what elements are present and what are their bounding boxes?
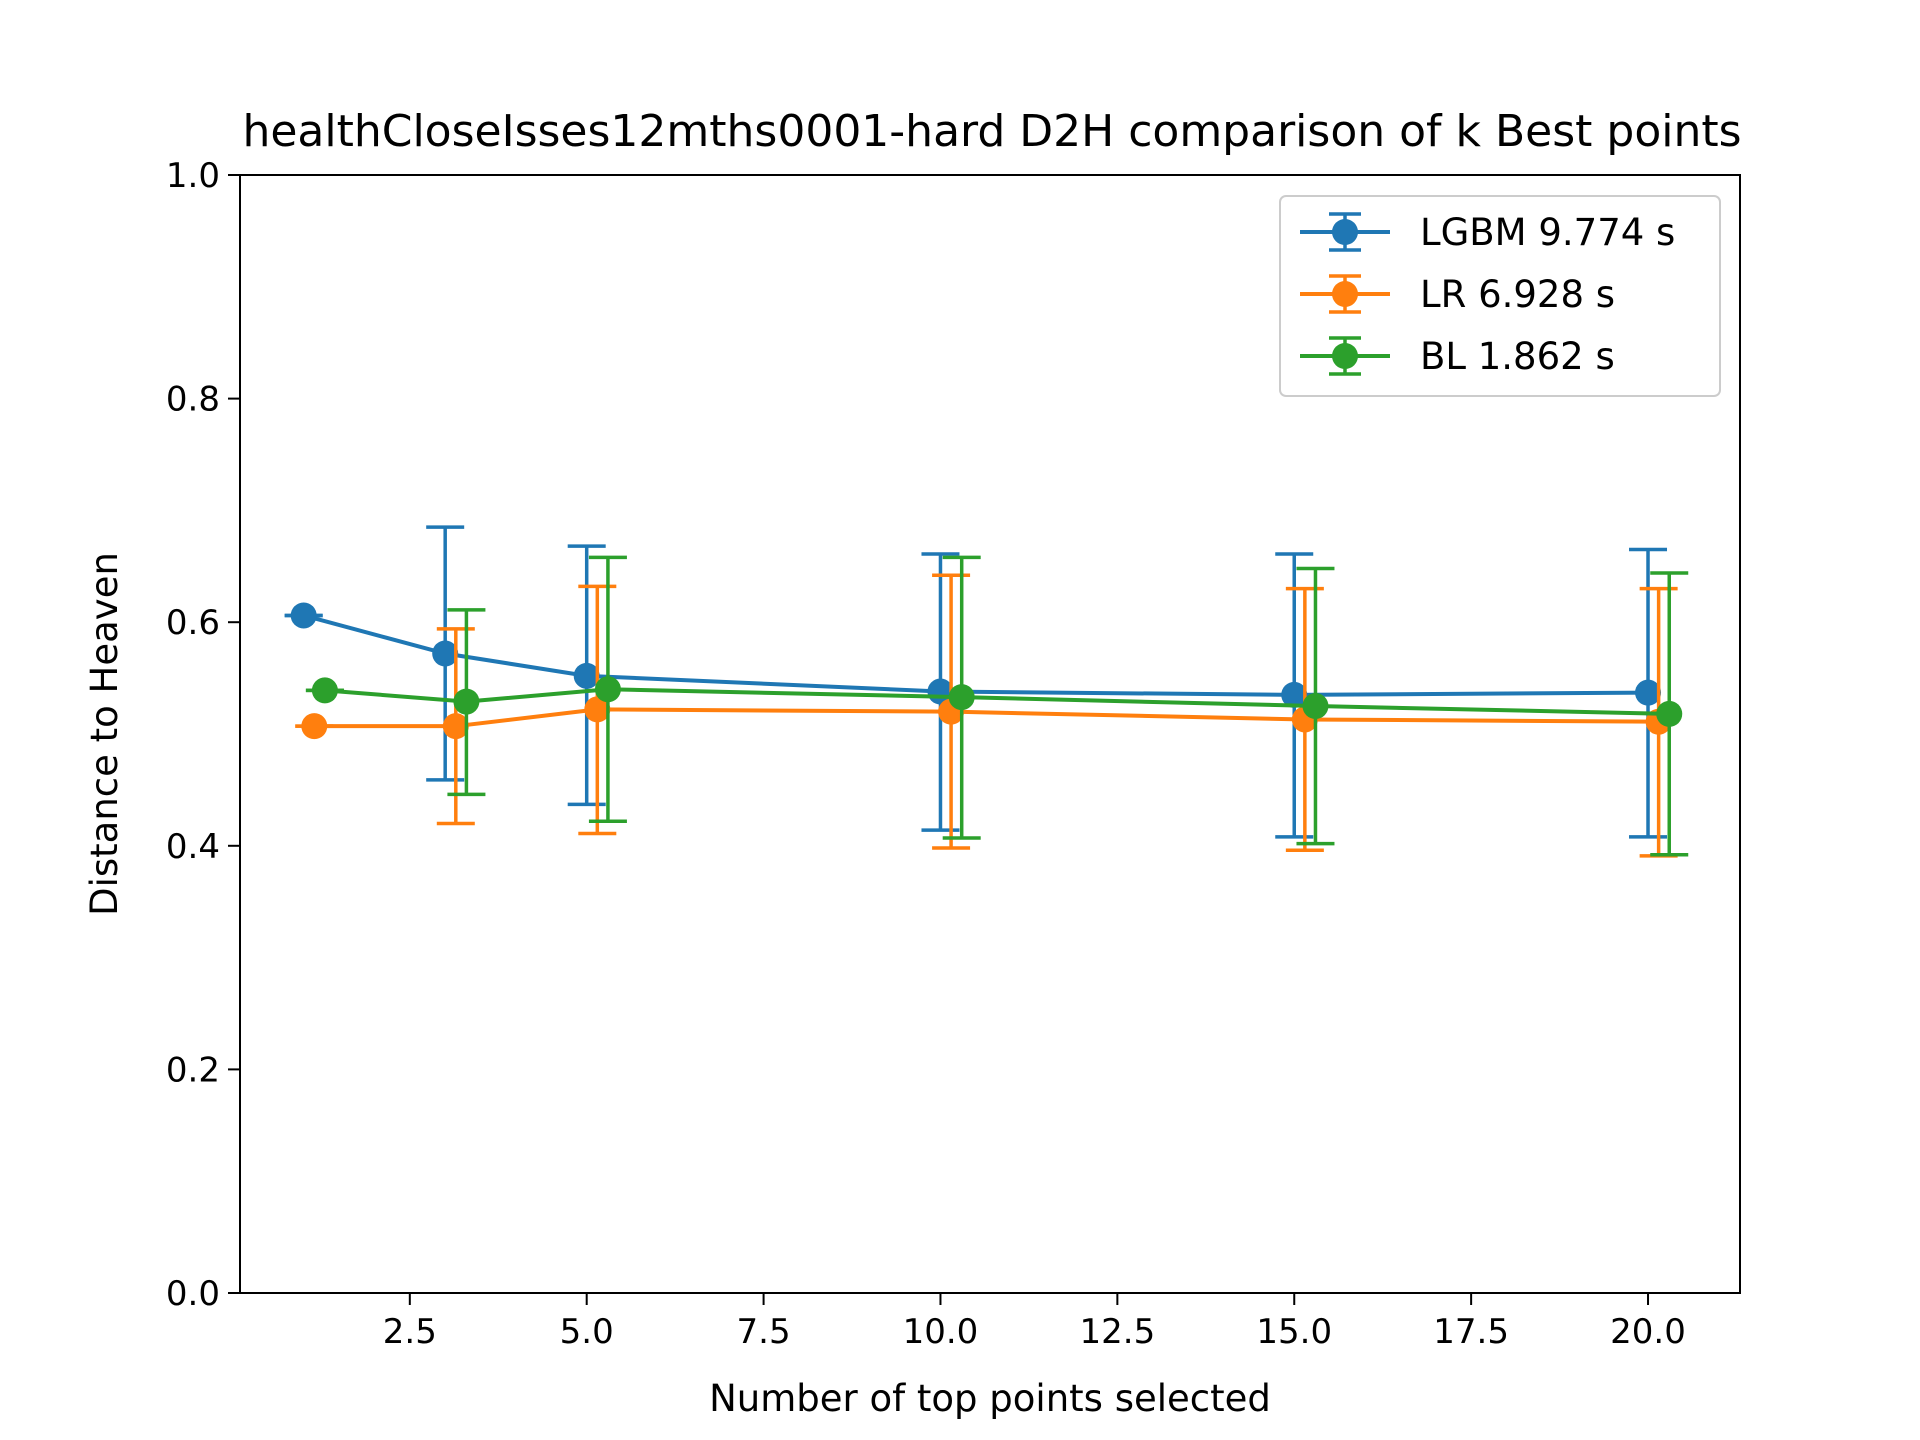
legend: LGBM 9.774 s LR 6.928 s BL 1.862 s bbox=[1279, 195, 1721, 397]
x-axis-label: Number of top points selected bbox=[709, 1377, 1271, 1420]
y-axis-label: Distance to Heaven bbox=[83, 552, 126, 916]
x-tick-label: 5.0 bbox=[560, 1312, 614, 1352]
data-point bbox=[311, 677, 338, 704]
legend-marker bbox=[1332, 219, 1358, 245]
series-line bbox=[324, 687, 1670, 716]
data-point bbox=[453, 688, 480, 715]
data-point bbox=[1302, 693, 1329, 720]
legend-marker bbox=[1332, 343, 1358, 369]
data-point bbox=[432, 640, 459, 667]
plot-frame bbox=[239, 174, 1741, 1294]
legend-label: LR 6.928 s bbox=[1420, 273, 1615, 316]
data-point bbox=[573, 662, 600, 689]
x-tick-label: 2.5 bbox=[383, 1312, 437, 1352]
data-point bbox=[301, 713, 328, 740]
y-tick-label: 0.4 bbox=[166, 827, 220, 867]
x-axis: 2.5 5.0 7.5 10.0 12.5 15.0 17.5 20.0 bbox=[383, 1293, 1686, 1352]
x-tick-label: 15.0 bbox=[1256, 1312, 1332, 1352]
series-0 bbox=[284, 525, 1668, 839]
data-point bbox=[290, 602, 317, 629]
y-tick-label: 0.2 bbox=[166, 1050, 220, 1090]
series-layer bbox=[284, 525, 1689, 858]
legend-marker bbox=[1332, 281, 1358, 307]
data-point bbox=[594, 676, 621, 703]
x-tick-label: 20.0 bbox=[1610, 1312, 1686, 1352]
data-point bbox=[442, 713, 469, 740]
data-point bbox=[948, 684, 975, 711]
data-point bbox=[1635, 679, 1662, 706]
data-point bbox=[1656, 700, 1683, 727]
y-tick-label: 1.0 bbox=[166, 156, 220, 196]
legend-label: BL 1.862 s bbox=[1420, 335, 1615, 378]
x-tick-label: 12.5 bbox=[1080, 1312, 1156, 1352]
y-tick-label: 0.8 bbox=[166, 380, 220, 420]
x-tick-label: 7.5 bbox=[737, 1312, 791, 1352]
series-1 bbox=[295, 573, 1678, 858]
data-point bbox=[1281, 681, 1308, 708]
data-point bbox=[584, 696, 611, 723]
chart-title: healthCloseIsses12mths0001-hard D2H comp… bbox=[242, 106, 1741, 157]
legend-frame bbox=[1279, 195, 1721, 397]
y-tick-label: 0.6 bbox=[166, 603, 220, 643]
x-tick-label: 10.0 bbox=[903, 1312, 979, 1352]
series-line bbox=[314, 707, 1659, 729]
series-line bbox=[303, 613, 1649, 697]
y-axis: 0.0 0.2 0.4 0.6 0.8 1.0 bbox=[166, 156, 240, 1314]
series-2 bbox=[305, 555, 1689, 857]
x-tick-label: 17.5 bbox=[1433, 1312, 1509, 1352]
legend-label: LGBM 9.774 s bbox=[1420, 211, 1675, 254]
y-tick-label: 0.0 bbox=[166, 1274, 220, 1314]
